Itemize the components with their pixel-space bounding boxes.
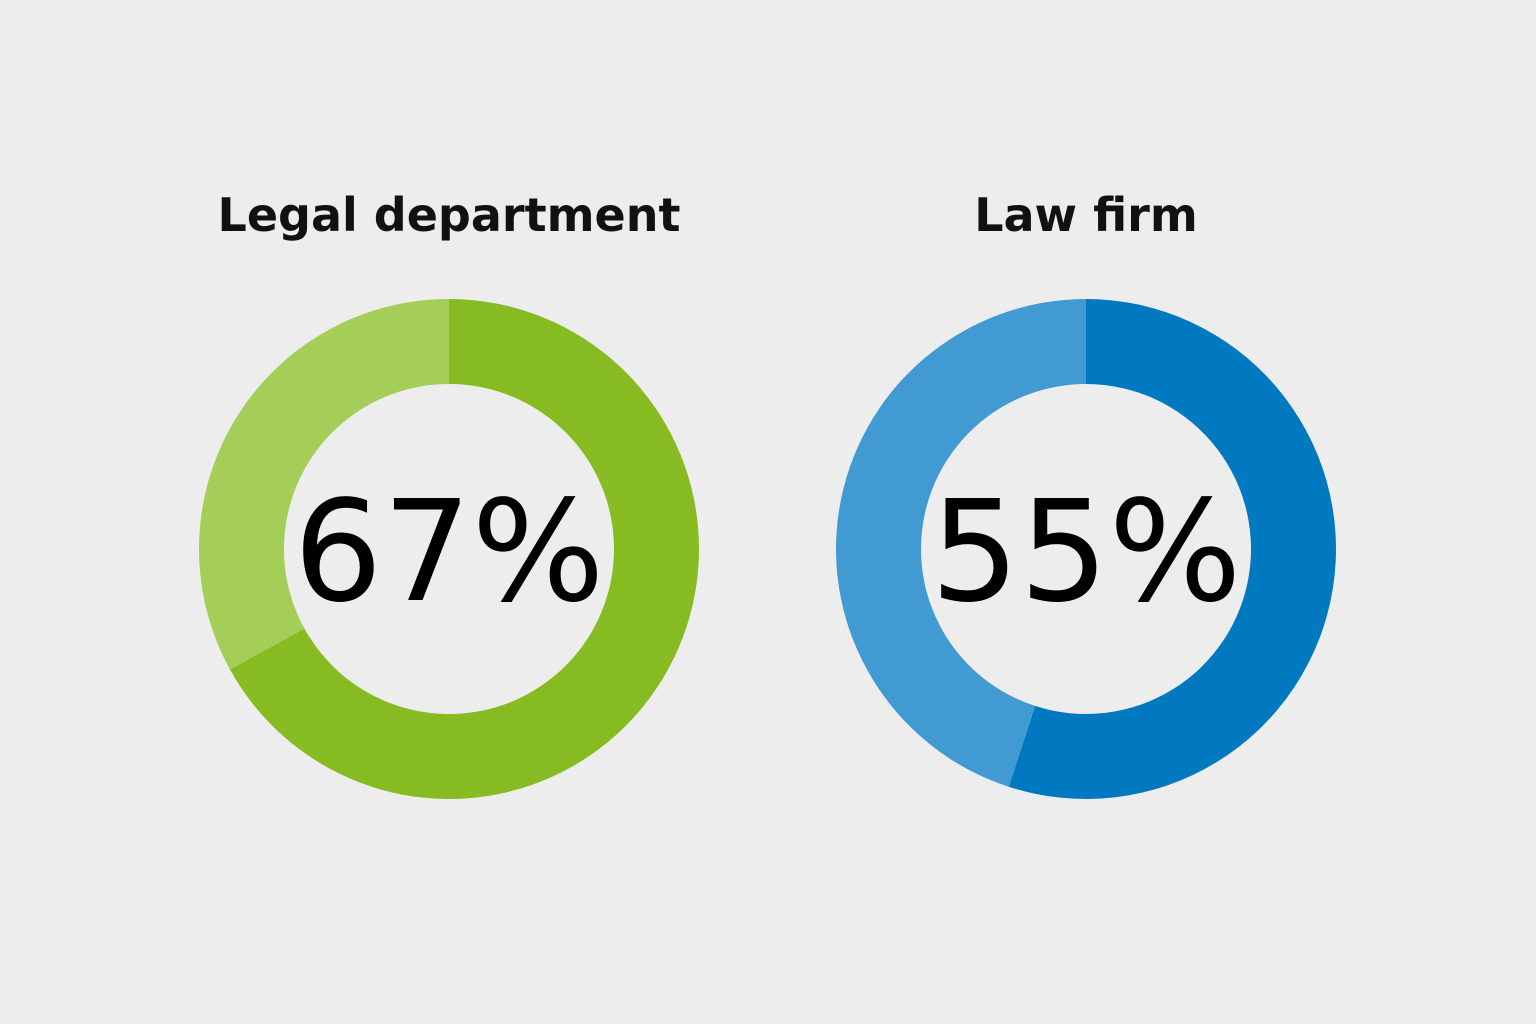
donut-ring-legal-department — [199, 299, 699, 799]
chart-title-legal-department: Legal department — [218, 188, 681, 242]
center-value-legal-department: 67% — [293, 471, 604, 634]
donut-chart-legal-department: Legal department 67% — [199, 188, 699, 799]
center-value-law-firm: 55% — [930, 471, 1241, 634]
donut-slice-remainder — [836, 299, 1086, 787]
donut-chart-law-firm: Law firm 55% — [836, 188, 1337, 799]
chart-title-law-firm: Law firm — [974, 188, 1198, 242]
donut-ring-law-firm — [836, 299, 1337, 799]
donut-slice-share — [1008, 299, 1337, 799]
donut-slice-remainder — [199, 299, 449, 670]
donut-slice-share — [229, 299, 699, 799]
